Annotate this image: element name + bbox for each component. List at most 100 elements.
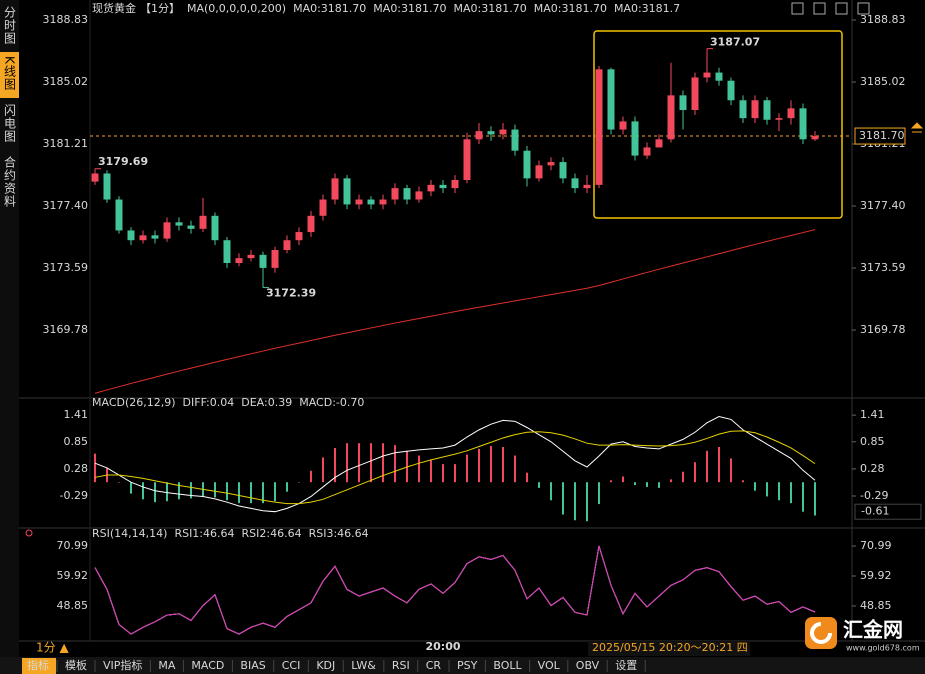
ma-legend: MA0:3181.70 [454, 2, 527, 15]
macd-bar [610, 480, 612, 483]
toolbar-items: 指标 模板 VIP指标 MA MACD BIAS CCI KDJ LW& RSI CR PSY BOLL… [22, 658, 646, 674]
period-button[interactable]: 1分 ▲ [36, 641, 69, 655]
macd-bar [346, 443, 348, 483]
legend-entry: DEA:0.39 [241, 396, 292, 409]
toolbar-item[interactable]: LW& [351, 659, 376, 672]
candle-body [247, 254, 255, 259]
y-tick-label-left: 48.85 [57, 599, 89, 612]
ma-legend: MA0:3181.70 [373, 2, 446, 15]
legend-entry: RSI3:46.64 [309, 527, 369, 540]
y-tick-label-right: 3169.78 [860, 323, 906, 336]
toolbar-item[interactable]: MACD [191, 659, 224, 672]
toolbar-item[interactable]: KDJ [316, 659, 335, 672]
candle-body [811, 136, 819, 140]
candle-body [775, 118, 783, 120]
annotation: 3172.39 [266, 287, 316, 300]
logo-mark [810, 622, 832, 644]
last-price-label: 3181.70 [859, 129, 905, 142]
legend-entry: RSI1:46.64 [174, 527, 234, 540]
macd-bar [370, 443, 372, 483]
legend-entry: MACD:-0.70 [299, 396, 364, 409]
candle-body [547, 162, 555, 166]
macd-bar [742, 480, 744, 483]
macd-bar [214, 482, 216, 498]
candle-body [703, 72, 711, 78]
annotation: 3187.07 [710, 36, 760, 49]
macd-bar [562, 482, 564, 515]
candle-body [343, 178, 351, 205]
y-tick-label-right: 48.85 [860, 599, 892, 612]
macd-bar [634, 482, 636, 486]
toolbar-item[interactable]: CR [426, 659, 442, 672]
macd-bar [322, 457, 324, 483]
toolbar-item[interactable]: 模板 [65, 658, 87, 672]
macd-bar [298, 482, 300, 483]
candle-body [571, 178, 579, 189]
y-tick-label-right: -0.29 [860, 489, 888, 502]
candle-body [283, 240, 291, 250]
toolbar-item[interactable]: OBV [576, 659, 600, 672]
macd-bar [730, 458, 732, 483]
toolbar-item[interactable]: VOL [538, 659, 561, 672]
y-tick-label-right: 3185.02 [860, 75, 906, 88]
toolbar-item[interactable]: BIAS [240, 659, 265, 672]
ma-legend: MA0:3181.70 [534, 2, 607, 15]
sidebar-tab[interactable]: 合约资料 [3, 155, 17, 208]
y-tick-label-left: 1.41 [64, 408, 89, 421]
y-tick-label-left: 3173.59 [43, 261, 89, 274]
toolbar-item[interactable]: BOLL [493, 659, 522, 672]
toolbar-item[interactable]: 指标 [27, 658, 49, 672]
rsi-line [94, 545, 816, 635]
macd-bar [226, 482, 228, 501]
candle-body [583, 184, 591, 189]
candle-body [787, 108, 795, 119]
candle-body [511, 129, 519, 151]
legend-entry: DIFF:0.04 [183, 396, 235, 409]
candle-body [391, 188, 399, 200]
toolbar [0, 657, 925, 674]
macd-bar [154, 482, 156, 503]
candle-body [463, 139, 471, 180]
macd-bar [526, 472, 528, 483]
candle-body [199, 215, 207, 229]
window-icons[interactable] [791, 2, 870, 15]
timestamp-bg [588, 641, 750, 656]
logo-icon [805, 617, 837, 649]
macd-bar [190, 482, 192, 499]
y-tick-label-right: 0.28 [860, 462, 885, 475]
y-tick-label-left: 59.92 [57, 569, 89, 582]
macd-bar [334, 447, 336, 483]
sidebar-tab[interactable]: 闪电图 [3, 104, 17, 143]
toolbar-item[interactable]: 设置 [615, 659, 637, 672]
toolbar-item[interactable]: PSY [457, 659, 478, 672]
candle-body [367, 199, 375, 205]
candle-body [559, 162, 567, 179]
macd-bar [550, 482, 552, 501]
sidebar-tab[interactable]: 分时图 [3, 6, 17, 45]
ma-line [94, 229, 816, 394]
y-tick-label-right: 70.99 [860, 539, 892, 552]
candle-body [319, 199, 327, 216]
candle-body [667, 95, 675, 140]
toolbar-item[interactable]: RSI [392, 659, 410, 672]
candle-body [271, 249, 279, 268]
panel-title: MACD(26,12,9) [92, 396, 176, 409]
candle-body [655, 139, 663, 148]
macd-bar [178, 482, 180, 500]
sidebar-tab[interactable]: K线图 [3, 56, 17, 91]
candle-body [643, 147, 651, 156]
macd-bar [418, 455, 420, 483]
candle-body [139, 235, 147, 241]
y-tick-label-left: 3181.21 [43, 137, 89, 150]
macd-bar [802, 482, 804, 512]
toolbar-item[interactable]: VIP指标 [103, 658, 142, 672]
candle-body [439, 184, 447, 189]
candle-body [235, 258, 243, 264]
y-tick-label-right: 59.92 [860, 569, 892, 582]
y-tick-label-right: 3188.83 [860, 13, 906, 26]
logo-url: www.gold678.com [846, 644, 920, 653]
macd-bar [118, 482, 120, 483]
toolbar-item[interactable]: CCI [282, 659, 301, 672]
toolbar-item[interactable]: MA [158, 659, 175, 672]
